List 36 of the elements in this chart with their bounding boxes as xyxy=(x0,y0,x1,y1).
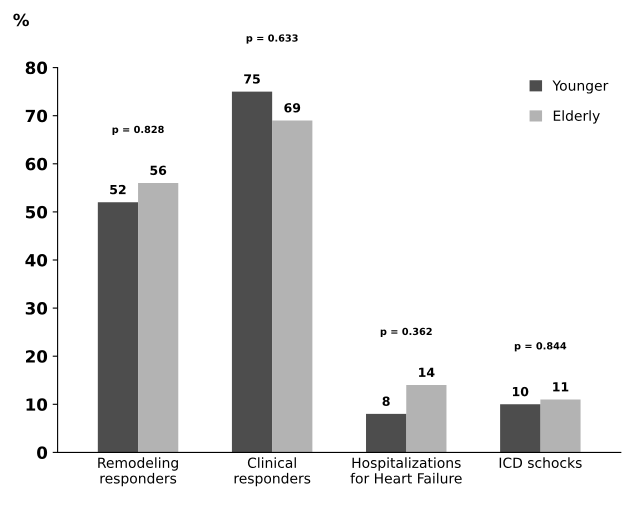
y-tick-label: 0 xyxy=(37,446,48,459)
data-label: 75 xyxy=(244,74,260,84)
annotation: p = 0.844 xyxy=(514,342,566,352)
y-tick-label: 70 xyxy=(26,110,48,122)
data-label: 11 xyxy=(553,382,568,392)
x-tick-label: Hospitalizations for Heart Failure xyxy=(350,457,462,484)
text: p = 0.633 xyxy=(246,34,298,44)
data-label: 56 xyxy=(150,166,166,176)
y-tick-label: 50 xyxy=(26,206,48,218)
legend-label: Elderly xyxy=(554,110,600,124)
data-label: 69 xyxy=(284,103,300,113)
bar xyxy=(500,404,540,452)
data-label: 8 xyxy=(382,396,390,406)
y-tick-label: 20 xyxy=(26,350,48,363)
bar xyxy=(540,399,581,452)
data-label: 14 xyxy=(419,368,434,377)
bar xyxy=(98,202,138,452)
y-tick-label: 30 xyxy=(26,302,48,315)
bar xyxy=(366,414,406,452)
x-tick-label: Clinical responders xyxy=(234,457,310,486)
data-label: 10 xyxy=(512,386,528,396)
legend-label: Younger xyxy=(552,80,608,94)
annotation: p = 0.828 xyxy=(112,126,164,135)
bar xyxy=(138,183,178,452)
annotation: p = 0.362 xyxy=(380,328,432,337)
bar xyxy=(406,385,446,452)
x-tick-label: ICD schocks xyxy=(500,457,582,468)
x-tick-label: Remodeling responders xyxy=(98,457,178,486)
y-axis-title: % xyxy=(13,14,29,26)
y-tick-label: 60 xyxy=(26,158,48,170)
data-label: 52 xyxy=(110,184,126,194)
y-tick-label: 10 xyxy=(26,398,48,411)
y-tick-label: 80 xyxy=(26,62,48,74)
y-tick-label: 40 xyxy=(25,254,48,267)
bar xyxy=(232,92,272,452)
bar xyxy=(272,120,312,452)
